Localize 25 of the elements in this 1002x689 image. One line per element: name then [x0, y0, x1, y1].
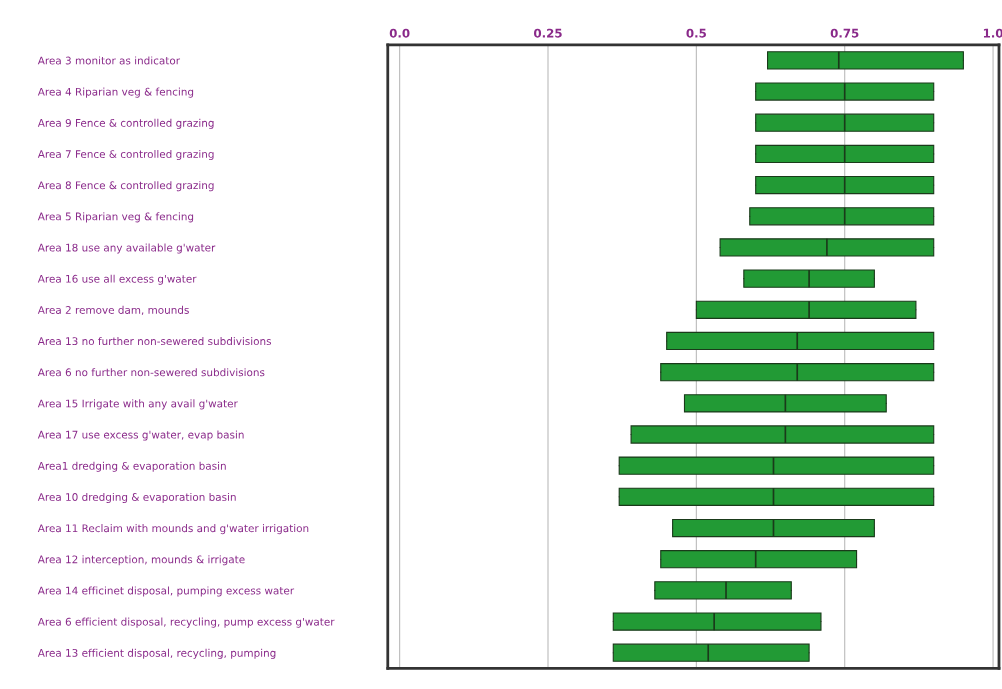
x-tick-label: 0.75 — [830, 28, 859, 38]
y-tick-label: Area 6 no further non-sewered subdivisions — [37, 368, 265, 377]
y-tick-label: Area 10 dredging & evaporation basin — [37, 492, 236, 503]
x-tick-label: 0.5 — [686, 28, 706, 38]
y-tick-label: Area 17 use excess g'water, evap basin — [37, 430, 244, 441]
x-tick-label: 0.25 — [534, 28, 562, 38]
y-tick-label: Area 11 Reclaim with mounds and g'water irrigation — [37, 524, 309, 535]
x-tick-label: 0.0 — [389, 28, 410, 38]
y-tick-label: Area 9 Fence & controlled grazing — [37, 118, 214, 129]
y-tick-label: Area 3 monitor as indicator — [37, 56, 181, 65]
x-tick-label: 1.0 — [983, 28, 1002, 38]
y-tick-label: Area 13 efficient disposal, recycling, pumping — [37, 648, 276, 659]
y-tick-label: Area 16 use all excess g'water — [37, 274, 197, 285]
y-tick-label: Area 13 no further non-sewered subdivisions — [37, 337, 272, 346]
y-tick-label: Area 6 efficient disposal, recycling, pump excess g'water — [37, 617, 335, 628]
y-tick-label: Area 7 Fence & controlled grazing — [37, 149, 214, 161]
y-tick-label: Area 5 Riparian veg & fencing — [37, 212, 194, 223]
y-tick-label: Area 8 Fence & controlled grazing — [37, 181, 214, 192]
y-tick-label: Area 4 Riparian veg & fencing — [37, 87, 194, 98]
y-tick-label: Area1 dredging & evaporation basin — [37, 461, 226, 472]
y-tick-label: Area 18 use any available g'water — [37, 243, 216, 254]
y-tick-label: Area 15 Irrigate with any avail g'water — [37, 399, 238, 410]
y-tick-label: Area 12 interception, mounds & irrigate — [37, 555, 245, 566]
y-tick-label: Area 2 remove dam, mounds — [37, 305, 189, 315]
y-tick-label: Area 14 efficinet disposal, pumping excess water — [37, 586, 295, 597]
